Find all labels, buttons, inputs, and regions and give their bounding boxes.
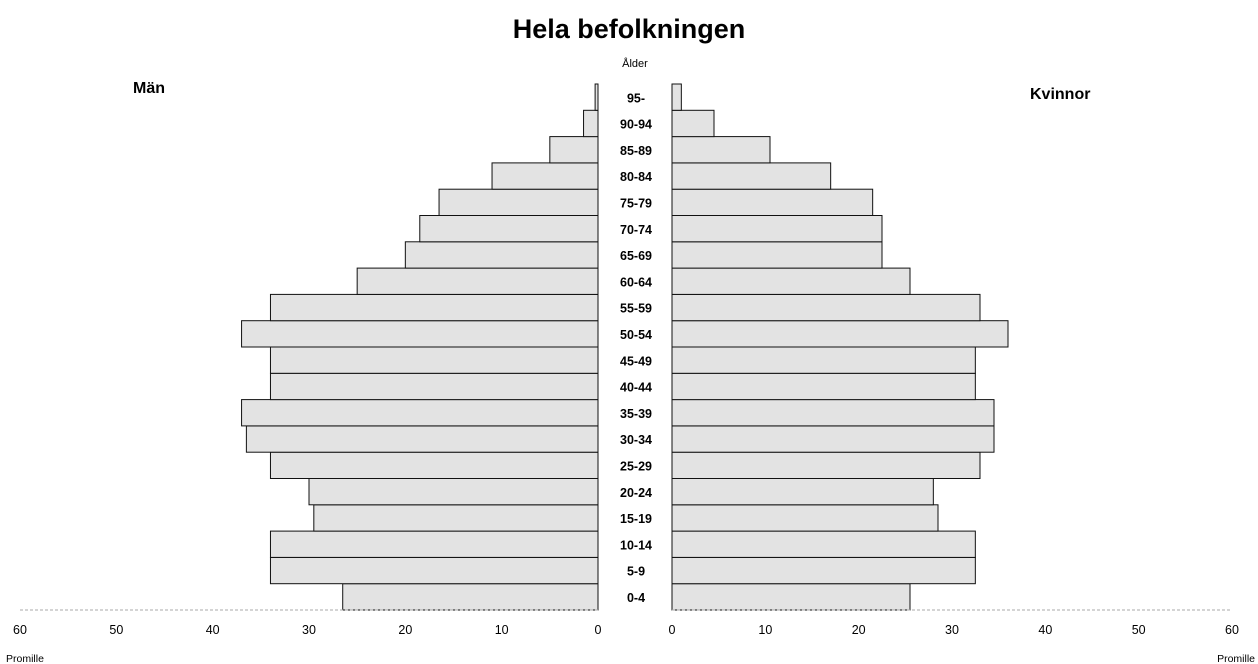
- bar-women-70-74: [671, 215, 883, 243]
- tick-men-0: 0: [595, 623, 602, 637]
- tick-women-0: 0: [669, 623, 676, 637]
- age-label-75-79: 75-79: [620, 197, 652, 211]
- tick-women-10: 10: [758, 623, 772, 637]
- bar-women-50-54: [671, 320, 1009, 348]
- bar-men-70-74: [419, 215, 599, 243]
- age-label-35-39: 35-39: [620, 407, 652, 421]
- bar-men-95-: [594, 83, 599, 111]
- bar-women-95-: [671, 83, 682, 111]
- age-label-20-24: 20-24: [620, 486, 652, 500]
- tick-men-50: 50: [109, 623, 123, 637]
- age-label-50-54: 50-54: [620, 328, 652, 342]
- bar-men-85-89: [549, 136, 599, 164]
- bar-men-80-84: [491, 162, 599, 190]
- age-label-65-69: 65-69: [620, 249, 652, 263]
- bar-men-60-64: [356, 267, 599, 295]
- bar-men-30-34: [245, 425, 599, 453]
- women-bars: [671, 83, 1009, 611]
- age-label-0-4: 0-4: [627, 591, 645, 605]
- bar-women-30-34: [671, 425, 995, 453]
- tick-women-30: 30: [945, 623, 959, 637]
- age-label-30-34: 30-34: [620, 433, 652, 447]
- bar-women-90-94: [671, 109, 715, 138]
- bar-women-40-44: [671, 372, 976, 401]
- age-label-5-9: 5-9: [627, 565, 645, 579]
- age-axis-title: Ålder: [622, 57, 648, 70]
- tick-men-20: 20: [398, 623, 412, 637]
- bar-men-20-24: [308, 478, 599, 506]
- women-label: Kvinnor: [1030, 86, 1090, 103]
- age-label-90-94: 90-94: [620, 118, 652, 132]
- age-label-40-44: 40-44: [620, 381, 652, 395]
- age-label-60-64: 60-64: [620, 275, 652, 289]
- chart-title: Hela befolkningen: [513, 14, 746, 44]
- age-label-55-59: 55-59: [620, 302, 652, 316]
- tick-women-20: 20: [852, 623, 866, 637]
- bar-men-25-29: [269, 451, 599, 480]
- age-label-85-89: 85-89: [620, 144, 652, 158]
- age-label-15-19: 15-19: [620, 512, 652, 526]
- bar-men-75-79: [438, 188, 599, 216]
- tick-women-50: 50: [1132, 623, 1146, 637]
- bar-women-65-69: [671, 241, 883, 269]
- bar-men-10-14: [269, 530, 599, 558]
- unit-label-right: Promille: [1217, 653, 1255, 664]
- bar-women-5-9: [671, 556, 976, 585]
- age-label-25-29: 25-29: [620, 460, 652, 474]
- bar-women-45-49: [671, 346, 976, 374]
- bar-men-65-69: [404, 241, 599, 269]
- bar-women-0-4: [671, 583, 911, 611]
- bar-women-15-19: [671, 504, 939, 532]
- bar-men-40-44: [269, 372, 599, 401]
- bar-women-10-14: [671, 530, 976, 558]
- tick-men-10: 10: [495, 623, 509, 637]
- bar-women-85-89: [671, 136, 771, 164]
- age-group-labels: 0-4 5-9 10-14 15-19 20-24 25-29 30-34 35-39 40-4…: [620, 91, 652, 605]
- age-label-80-84: 80-84: [620, 170, 652, 184]
- bar-women-55-59: [671, 293, 981, 322]
- age-label-10-14: 10-14: [620, 538, 652, 552]
- bar-men-50-54: [241, 320, 599, 348]
- age-label-45-49: 45-49: [620, 354, 652, 368]
- bar-men-15-19: [313, 504, 599, 532]
- bar-men-5-9: [269, 556, 599, 585]
- unit-label-left: Promille: [6, 653, 44, 664]
- tick-men-60: 60: [13, 623, 27, 637]
- tick-men-30: 30: [302, 623, 316, 637]
- bar-men-90-94: [583, 109, 599, 138]
- bar-women-75-79: [671, 188, 874, 216]
- bar-women-20-24: [671, 478, 934, 506]
- bar-men-45-49: [269, 346, 599, 374]
- age-label-95-: 95-: [627, 91, 645, 105]
- bar-women-60-64: [671, 267, 911, 295]
- bar-men-0-4: [342, 583, 599, 611]
- bar-men-35-39: [241, 399, 599, 427]
- tick-men-40: 40: [206, 623, 220, 637]
- bar-men-55-59: [269, 293, 599, 322]
- bar-women-25-29: [671, 451, 981, 480]
- tick-women-60: 60: [1225, 623, 1239, 637]
- tick-women-40: 40: [1038, 623, 1052, 637]
- x-axes: 0 0 10 10 20 20 30 30 40 40 50 50 60 60: [13, 609, 1239, 637]
- men-label: Män: [133, 80, 165, 97]
- bar-women-80-84: [671, 162, 832, 190]
- bar-women-35-39: [671, 399, 995, 427]
- age-label-70-74: 70-74: [620, 223, 652, 237]
- men-bars: [241, 83, 599, 611]
